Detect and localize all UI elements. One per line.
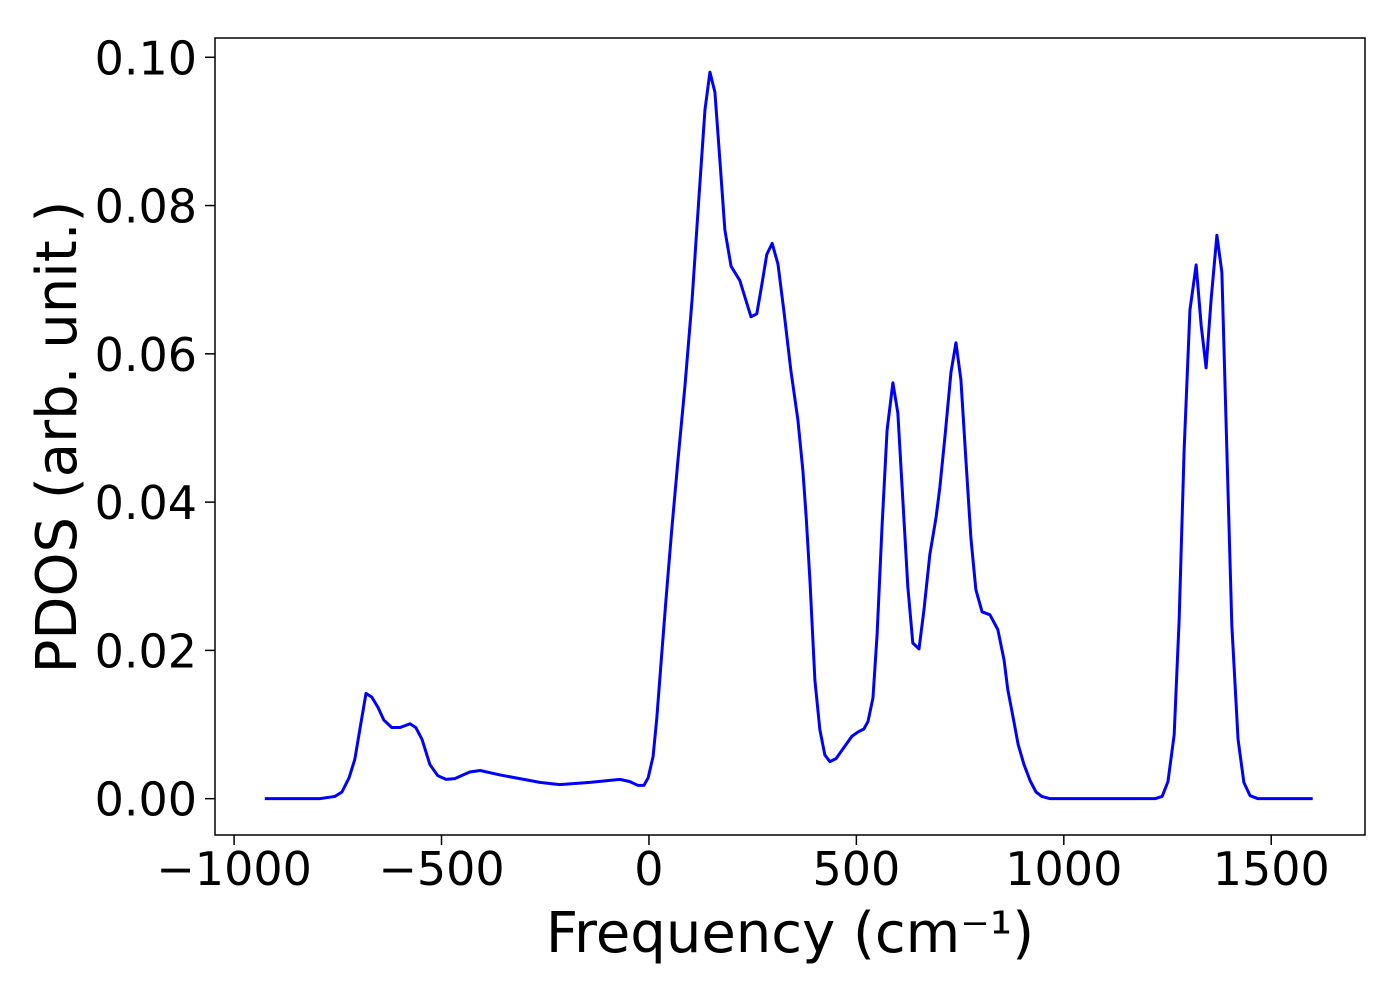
y-tick-label: 0.06 <box>95 328 197 382</box>
y-axis-label: PDOS (arb. unit.) <box>25 201 90 674</box>
plot-frame <box>214 37 1366 836</box>
y-tick-label: 0.10 <box>95 31 197 85</box>
x-tick-label: 0 <box>634 842 663 896</box>
y-tick-label: 0.08 <box>95 180 197 234</box>
y-tick-label: 0.00 <box>95 773 197 827</box>
x-tick-label: 1500 <box>1213 842 1330 896</box>
x-axis-label: Frequency (cm⁻¹) <box>546 901 1034 966</box>
x-tick-label: −500 <box>378 842 504 896</box>
x-tick-label: −1000 <box>156 842 312 896</box>
x-tick-label: 1000 <box>1005 842 1122 896</box>
x-tick-label: 500 <box>812 842 900 896</box>
y-tick-label: 0.04 <box>95 476 197 530</box>
data-line <box>264 70 1313 801</box>
y-tick-label: 0.02 <box>95 624 197 678</box>
